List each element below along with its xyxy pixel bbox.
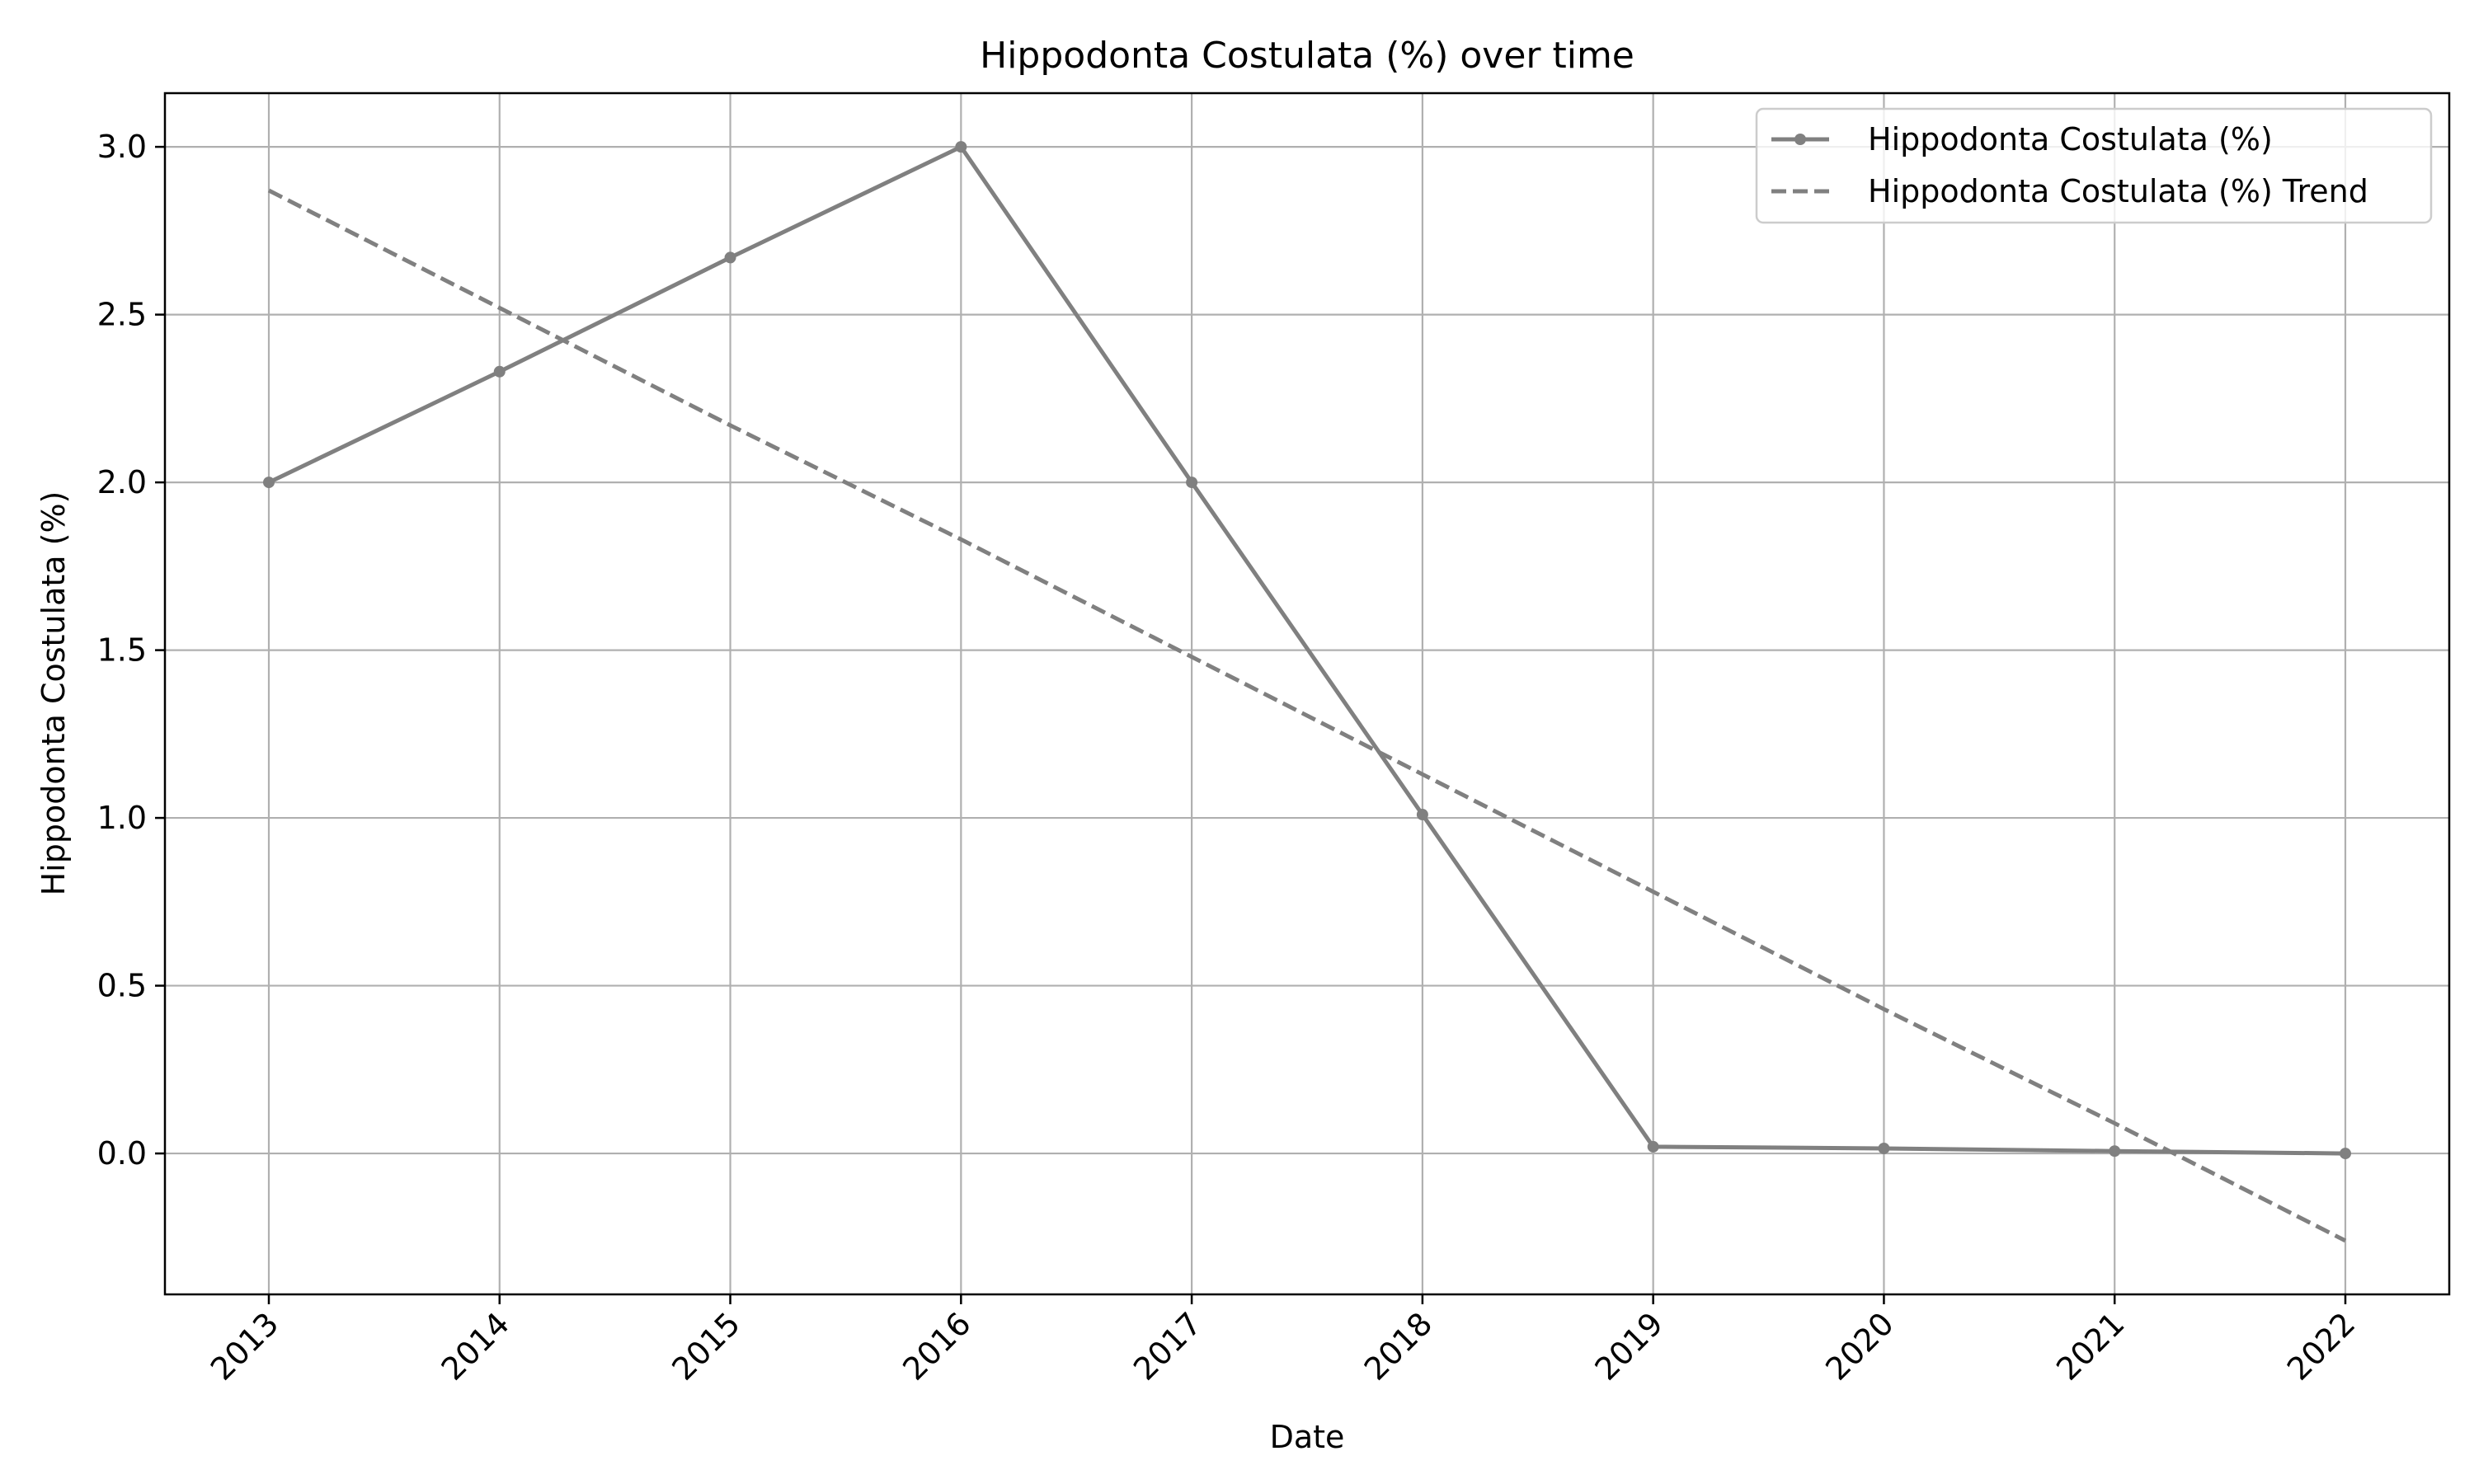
y-tick-label: 0.0	[97, 1135, 147, 1172]
data-point	[1878, 1142, 1890, 1154]
y-tick-label: 1.0	[97, 800, 147, 836]
data-point	[2109, 1145, 2121, 1158]
legend-label-series: Hippodonta Costulata (%)	[1868, 121, 2273, 157]
legend: Hippodonta Costulata (%) Hippodonta Cost…	[1755, 107, 2433, 224]
series-line	[267, 144, 2346, 1156]
y-tick-label: 3.0	[97, 129, 147, 165]
data-point	[1647, 1140, 1659, 1153]
data-point	[2340, 1148, 2351, 1160]
legend-label-trend: Hippodonta Costulata (%) Trend	[1868, 173, 2368, 209]
chart-title: Hippodonta Costulata (%) over time	[980, 35, 1634, 77]
y-tick-label: 1.5	[97, 632, 147, 669]
plot-frame	[163, 92, 2451, 1296]
data-point	[1186, 477, 1198, 489]
data-point	[955, 141, 967, 153]
y-axis-label: Hippodonta Costulata (%)	[35, 491, 72, 896]
y-tick-label: 2.0	[97, 464, 147, 500]
y-tick-label: 0.5	[97, 968, 147, 1004]
data-point	[493, 365, 506, 378]
data-point	[724, 251, 736, 264]
legend-box	[1755, 107, 2433, 224]
y-tick-label: 2.5	[97, 297, 147, 333]
legend-marker-series	[1794, 134, 1806, 145]
data-point	[263, 477, 275, 489]
series-layer	[263, 141, 2351, 1243]
data-point	[1416, 809, 1428, 821]
y-axis: 0.0 0.5 1.0 1.5 2.0 2.5 3.0	[97, 129, 165, 1172]
x-axis-label: Date	[1270, 1419, 1345, 1455]
trend-line	[267, 188, 2347, 1243]
